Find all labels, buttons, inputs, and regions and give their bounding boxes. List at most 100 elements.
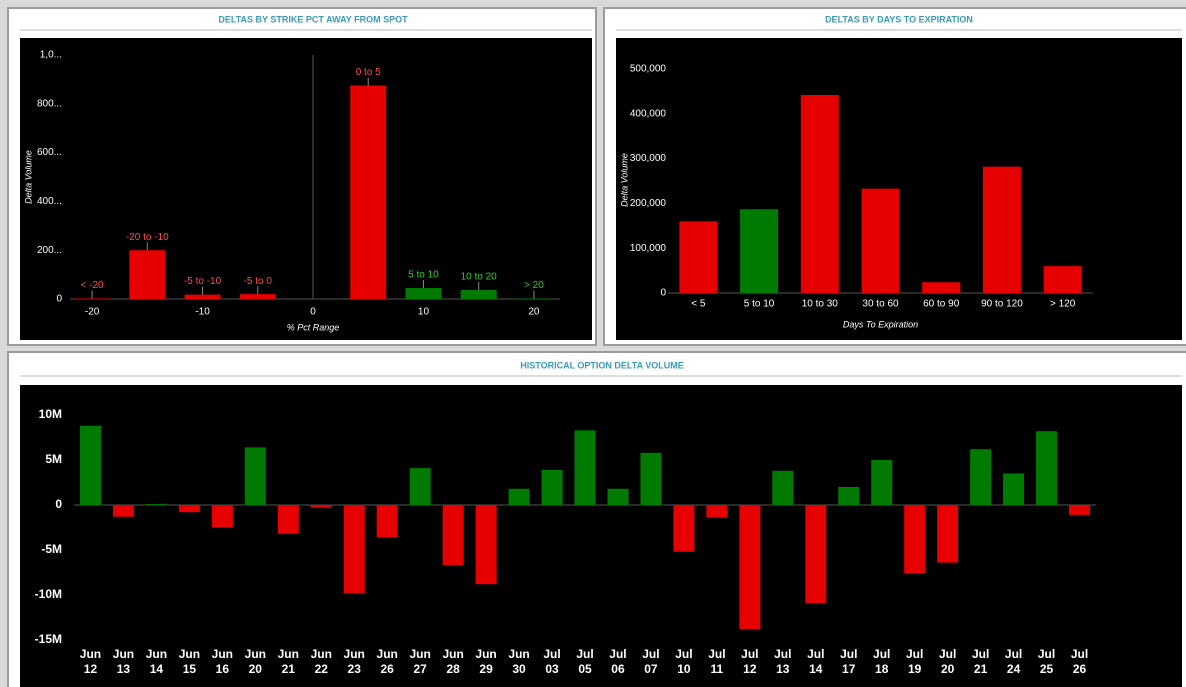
x-tick-label: Jun 22 [310,647,332,676]
y-tick-label: 0 [55,497,62,511]
y-tick-label: 800... [37,98,62,109]
x-tick-label: Jun 26 [376,647,398,676]
data-label: 5 to 10 [408,270,439,281]
x-tick-label: Jul 25 [1037,647,1056,676]
bar [679,221,718,293]
bar [904,505,926,574]
x-tick-label: -10 [195,307,210,318]
bar [871,460,893,505]
plot-background [20,38,592,340]
bar [244,447,266,505]
x-tick-label: Jun 21 [277,647,299,676]
x-tick-label: 60 to 90 [923,299,960,310]
data-label: 0 to 5 [356,67,381,78]
bar [574,430,596,505]
bar [970,449,992,505]
bar [1036,431,1058,505]
x-tick-label: Jul 21 [971,647,990,676]
bar [405,288,442,299]
bar [79,425,101,505]
bar [740,209,779,293]
chart-title: DELTAS BY DAYS TO EXPIRATION [825,14,973,24]
bar [515,298,552,300]
x-tick-label: Jul 24 [1004,647,1023,676]
x-tick-label: > 120 [1050,299,1076,310]
bar [239,294,276,299]
x-tick-label: Jul 18 [873,647,891,676]
bar [475,505,497,585]
x-tick-label: Jun 13 [112,647,135,676]
y-tick-label: 200,000 [630,198,667,209]
x-axis-label: Days To Expiration [843,319,918,329]
data-label: -5 to -10 [184,276,222,287]
data-label: < -20 [81,280,105,291]
bar [508,488,530,505]
x-tick-label: Jun 30 [508,647,530,676]
y-tick-label: 200... [37,245,62,256]
x-tick-label: Jul 10 [675,647,693,676]
x-tick-label: Jul 06 [609,647,627,676]
bar [640,452,662,505]
bar [460,289,497,299]
x-tick-label: Jul 07 [642,647,660,676]
chart-title: DELTAS BY STRIKE PCT AWAY FROM SPOT [218,14,408,24]
x-tick-label: Jun 12 [79,647,102,676]
plot-background [20,385,1182,687]
bar [145,504,167,506]
x-tick-label: Jul 13 [774,647,792,676]
bar [937,505,959,563]
bar [861,188,900,293]
bar [607,488,629,505]
data-label: > 20 [524,280,544,291]
bar [739,505,761,630]
chart-title: HISTORICAL OPTION DELTA VOLUME [520,360,684,370]
x-tick-label: 90 to 120 [981,299,1023,310]
x-tick-label: Jul 19 [906,647,924,676]
bar [982,166,1021,293]
bar [74,298,111,300]
x-tick-label: Jul 26 [1070,647,1089,676]
x-tick-label: Jul 14 [807,647,825,676]
x-tick-label: 10 to 30 [802,299,839,310]
y-tick-label: -5M [41,542,62,556]
x-tick-label: Jun 23 [343,647,365,676]
x-tick-label: Jun 27 [409,647,431,676]
bar [838,487,860,505]
x-tick-label: Jul 11 [708,647,726,676]
x-tick-label: 30 to 60 [862,299,899,310]
y-tick-label: -15M [35,632,62,646]
x-tick-label: Jun 15 [178,647,201,676]
x-tick-label: Jun 20 [244,647,266,676]
x-tick-label: Jul 12 [741,647,759,676]
y-tick-label: 0 [56,294,62,305]
x-tick-label: Jun 28 [442,647,464,676]
x-tick-label: 0 [310,307,316,318]
x-tick-label: -20 [85,307,100,318]
bar [1069,505,1091,515]
x-tick-label: Jul 05 [576,647,594,676]
y-tick-label: 5M [45,452,62,466]
y-tick-label: 1,0... [40,50,62,61]
data-label: -5 to 0 [244,276,273,287]
data-label: -20 to -10 [126,232,169,243]
bar [805,505,827,604]
x-tick-label: Jul 20 [938,647,957,676]
x-tick-label: Jun 14 [145,647,168,676]
bar [178,505,200,513]
bar [350,85,387,299]
x-tick-label: 20 [528,307,540,318]
x-axis-label: % Pct Range [287,322,340,332]
y-tick-label: -10M [35,587,62,601]
y-tick-label: 300,000 [630,153,667,164]
x-tick-label: Jun 16 [211,647,234,676]
bar [112,505,134,517]
bar [800,94,839,293]
bar [541,469,563,505]
bar [772,470,794,505]
bar [376,505,398,538]
x-tick-label: < 5 [691,299,706,310]
bar [277,505,299,534]
y-axis-label: Delta Volume [23,150,33,204]
